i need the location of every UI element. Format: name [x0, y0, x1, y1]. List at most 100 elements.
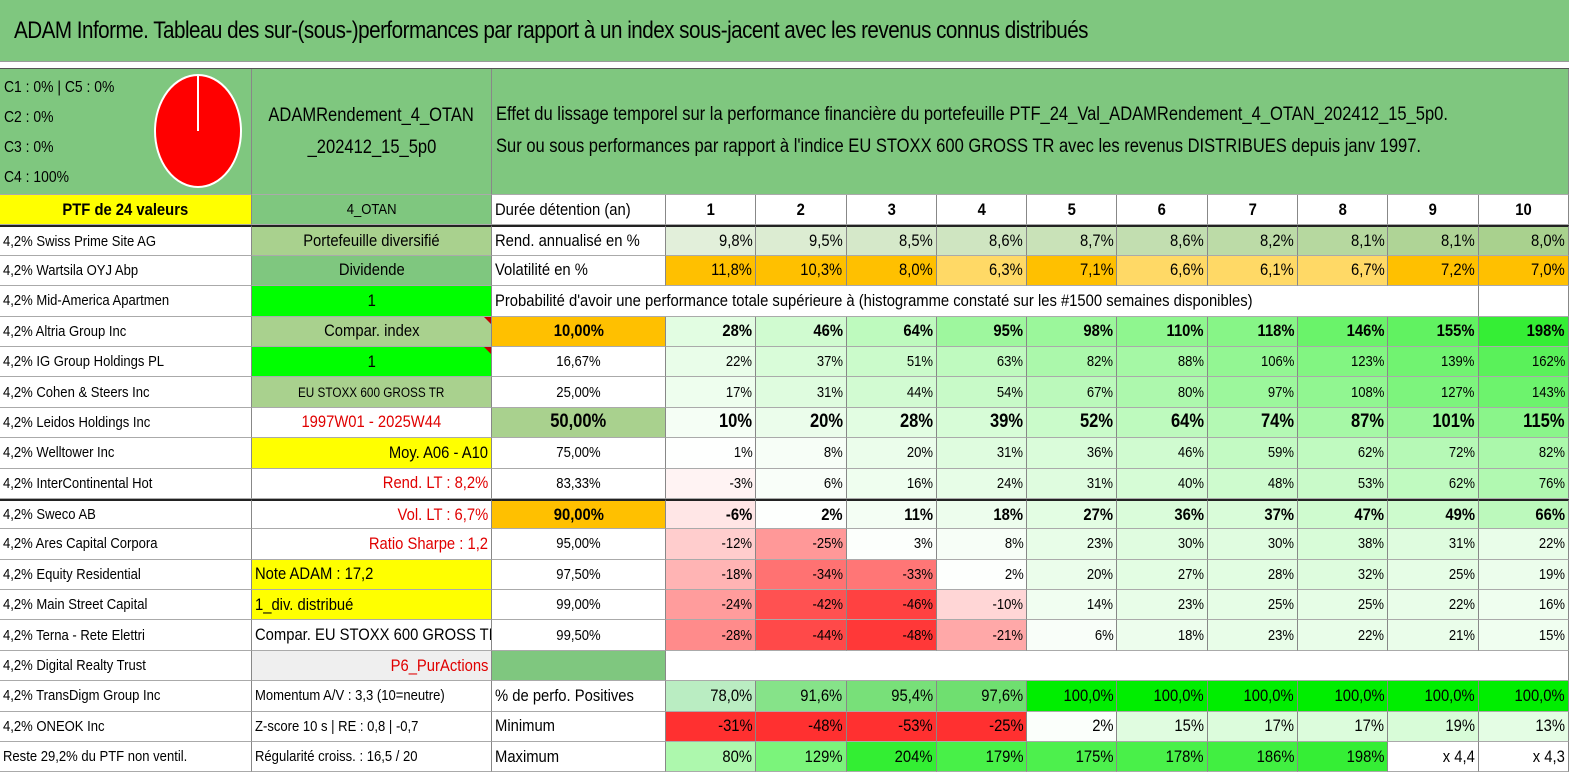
rend-value: 8,6%	[1117, 225, 1208, 256]
year-header: 4	[936, 195, 1028, 226]
probability-value: 8%	[936, 529, 1028, 560]
probability-value: 53%	[1298, 468, 1389, 499]
probability-value: -25%	[756, 529, 847, 560]
probability-value: -42%	[756, 590, 847, 621]
min-value: -48%	[756, 711, 847, 743]
empty-row	[666, 650, 1569, 682]
probability-value: 74%	[1207, 407, 1299, 439]
probability-value: 44%	[846, 377, 937, 408]
probability-value: 23%	[1207, 620, 1299, 651]
probability-value: 64%	[1117, 407, 1208, 439]
rend-lt: Rend. LT : 8,2%	[252, 468, 492, 499]
holding-item: 4,2% Digital Realty Trust	[0, 650, 252, 682]
probability-value: 82%	[1478, 438, 1569, 469]
max-value: 129%	[756, 742, 847, 773]
probability-value: 76%	[1478, 468, 1569, 499]
probability-value: 22%	[666, 346, 757, 378]
vol-value: 6,7%	[1298, 255, 1389, 287]
vol-value: 10,3%	[756, 255, 847, 287]
green-block	[492, 650, 666, 682]
probability-value: 25%	[1388, 559, 1479, 591]
probability-value: 106%	[1207, 346, 1299, 378]
probability-threshold: 83,33%	[492, 468, 666, 499]
holding-item: 4,2% Terna - Rete Elettri	[0, 620, 252, 651]
probability-value: -12%	[666, 529, 757, 560]
probability-value: 118%	[1207, 316, 1299, 347]
probability-value: 88%	[1117, 346, 1208, 378]
probability-value: 31%	[1388, 529, 1479, 560]
holdings-header: PTF de 24 valeurs	[0, 195, 252, 226]
probability-value: 87%	[1298, 407, 1389, 439]
probability-value: 19%	[1478, 559, 1569, 591]
regularite: Régularité croiss. : 16,5 / 20	[252, 742, 492, 773]
probability-threshold: 50,00%	[492, 407, 666, 439]
probability-label: Probabilité d'avoir une performance tota…	[492, 286, 1479, 317]
probability-value: -21%	[936, 620, 1028, 651]
vol-label: Volatilité en %	[492, 255, 666, 287]
probability-value: 23%	[1027, 529, 1118, 560]
probability-value: 63%	[936, 346, 1028, 378]
holding-item: 4,2% Equity Residential	[0, 559, 252, 591]
vol-lt: Vol. LT : 6,7%	[252, 498, 492, 530]
probability-value: 27%	[1117, 559, 1208, 591]
min-value: 2%	[1027, 711, 1118, 743]
probability-value: 16%	[846, 468, 937, 499]
probability-value: 24%	[936, 468, 1028, 499]
positive-value: 97,6%	[936, 681, 1028, 712]
probability-value: 3%	[846, 529, 937, 560]
duration-label: Durée détention (an)	[492, 195, 666, 226]
probability-value: 11%	[846, 498, 937, 530]
vol-value: 11,8%	[666, 255, 757, 287]
probability-value: 101%	[1388, 407, 1479, 439]
probability-value: 22%	[1298, 620, 1389, 651]
holding-item: 4,2% TransDigm Group Inc	[0, 681, 252, 712]
probability-value: 18%	[936, 498, 1028, 530]
probability-value: 22%	[1388, 590, 1479, 621]
probability-value: 108%	[1298, 377, 1389, 408]
zscore: Z-score 10 s | RE : 0,8 | -0,7	[252, 711, 492, 743]
probability-threshold: 97,50%	[492, 559, 666, 591]
probability-value: 146%	[1298, 316, 1389, 347]
probability-value: 52%	[1027, 407, 1118, 439]
probability-value: -33%	[846, 559, 937, 591]
probability-value: -48%	[846, 620, 937, 651]
probability-value: 47%	[1298, 498, 1389, 530]
probability-value: -18%	[666, 559, 757, 591]
probability-value: 51%	[846, 346, 937, 378]
probability-value: 62%	[1298, 438, 1389, 469]
probability-value: 54%	[936, 377, 1028, 408]
probability-value: 2%	[756, 498, 847, 530]
rend-value: 8,1%	[1388, 225, 1479, 256]
pie-legend-item: C1 : 0% | C5 : 0%	[4, 79, 115, 96]
compar-index-label: Compar. index	[252, 316, 492, 347]
probability-value: 37%	[1207, 498, 1299, 530]
title-bar: ADAM Informe. Tableau des sur-(sous-)per…	[0, 0, 1569, 62]
vol-value: 6,3%	[936, 255, 1028, 287]
holding-item: 4,2% Leidos Holdings Inc	[0, 407, 252, 439]
year-header: 5	[1027, 195, 1118, 226]
probability-value: 36%	[1027, 438, 1118, 469]
probability-value: 67%	[1027, 377, 1118, 408]
rend-value: 9,8%	[666, 225, 757, 256]
min-value: 15%	[1117, 711, 1208, 743]
empty-cell	[1478, 286, 1569, 317]
positive-value: 100,0%	[1027, 681, 1118, 712]
probability-value: 6%	[1027, 620, 1118, 651]
probability-value: 2%	[936, 559, 1028, 591]
probability-value: 30%	[1117, 529, 1208, 560]
probability-value: 98%	[1027, 316, 1118, 347]
positive-value: 100,0%	[1207, 681, 1299, 712]
positive-value: 100,0%	[1298, 681, 1389, 712]
probability-value: 6%	[756, 468, 847, 499]
probability-value: 82%	[1027, 346, 1118, 378]
probability-value: 17%	[666, 377, 757, 408]
year-header: 7	[1207, 195, 1299, 226]
positive-value: 78,0%	[666, 681, 757, 712]
probability-value: 139%	[1388, 346, 1479, 378]
value-one-a: 1	[252, 286, 492, 317]
max-value: 186%	[1207, 742, 1299, 773]
probability-value: 62%	[1388, 468, 1479, 499]
probability-value: 115%	[1478, 407, 1569, 439]
vol-value: 8,0%	[846, 255, 937, 287]
probability-value: 49%	[1388, 498, 1479, 530]
